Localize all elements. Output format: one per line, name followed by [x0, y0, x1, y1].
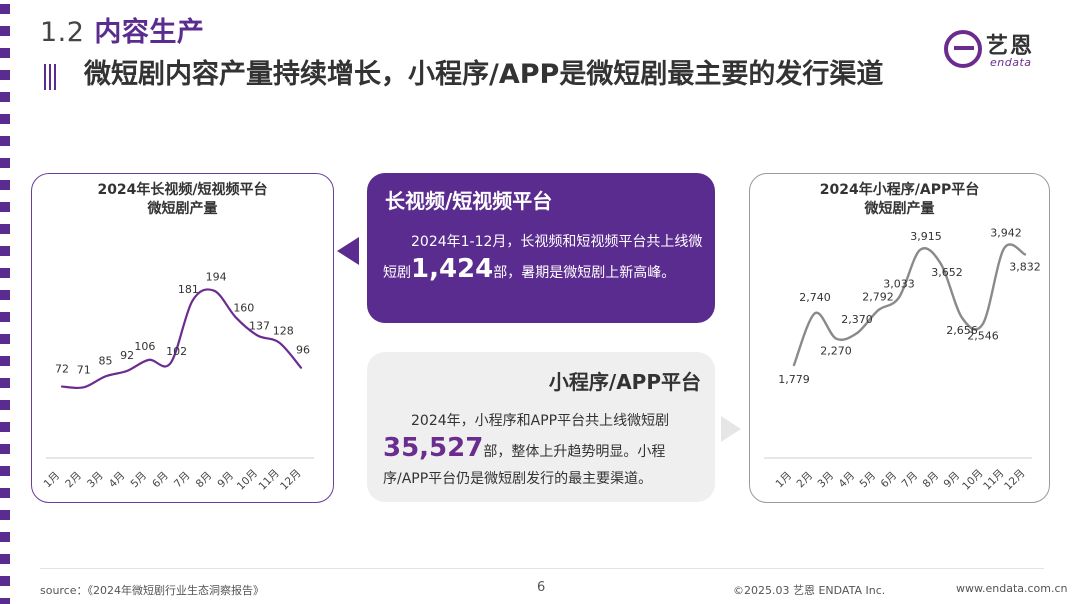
chart-title-line1: 2024年长视频/短视频平台	[97, 182, 268, 198]
miniapp-chart-card: 2024年小程序/APP平台 微短剧产量 1,779 2,740 2,270 2,37…	[749, 173, 1050, 503]
x-tick-label: 4月	[107, 470, 128, 491]
pointer-left-icon	[337, 237, 359, 265]
data-label: 2,270	[820, 345, 852, 358]
card-title: 小程序/APP平台	[548, 370, 701, 394]
page-number: 6	[537, 580, 546, 595]
card-text: 2024年1-12月，长视频和短视频平台共上线微短剧1,424部，暑期是微短剧上…	[383, 234, 703, 284]
x-tick-label: 1月	[774, 470, 795, 491]
data-label: 3,033	[883, 277, 915, 290]
data-label: 96	[296, 344, 310, 357]
data-label: 2,546	[967, 330, 999, 343]
x-tick-label: 9月	[215, 470, 236, 491]
highlight-number: 35,527	[383, 433, 484, 463]
data-label: 137	[249, 320, 270, 333]
pointer-right-icon	[721, 416, 741, 442]
data-label: 160	[233, 301, 254, 314]
data-label: 72	[55, 363, 69, 376]
highlight-number: 1,424	[411, 254, 494, 284]
series-line	[792, 243, 1027, 367]
chart-title: 2024年小程序/APP平台 微短剧产量	[750, 181, 1049, 219]
data-label: 3,832	[1009, 260, 1041, 273]
x-tick-label: 11月	[981, 467, 1006, 492]
data-label: 181	[178, 283, 199, 296]
x-tick-label: 6月	[150, 470, 171, 491]
data-label: 194	[206, 271, 227, 284]
miniapp-summary-card: 小程序/APP平台 2024年，小程序和APP平台共上线微短剧35,527部，整…	[367, 352, 715, 502]
logo-cn-text: 艺恩	[986, 34, 1035, 59]
x-tick-label: 2月	[795, 470, 816, 491]
data-label: 3,652	[931, 266, 963, 279]
series-line	[60, 288, 303, 390]
x-tick-label: 5月	[128, 470, 149, 491]
page-headline: 微短剧内容产量持续增长，小程序/APP是微短剧最主要的发行渠道	[84, 59, 884, 90]
data-label: 128	[273, 325, 294, 338]
x-tick-label: 10月	[235, 467, 260, 492]
x-tick-label: 1月	[42, 470, 63, 491]
footer-divider	[40, 568, 1044, 569]
chart-title-line2: 微短剧产量	[147, 201, 218, 217]
x-tick-label: 3月	[85, 470, 106, 491]
chart-title-line1: 2024年小程序/APP平台	[819, 182, 980, 198]
x-tick-label: 8月	[921, 470, 942, 491]
data-label: 71	[77, 363, 91, 376]
x-tick-label: 4月	[837, 470, 858, 491]
x-tick-label: 10月	[960, 467, 985, 492]
logo-en-text: endata	[990, 56, 1032, 69]
data-label: 106	[134, 340, 155, 353]
x-tick-label: 6月	[879, 470, 900, 491]
footer-website: www.endata.com.cn	[956, 582, 1068, 595]
x-tick-label: 5月	[858, 470, 879, 491]
data-label: 2,370	[841, 313, 873, 326]
footer-copyright: ©2025.03 艺恩 ENDATA Inc.	[733, 584, 886, 597]
card-title: 长视频/短视频平台	[385, 189, 553, 213]
x-tick-label: 12月	[278, 467, 303, 492]
x-tick-label: 3月	[816, 470, 837, 491]
data-label: 102	[166, 345, 187, 358]
section-title: 1.2 内容生产	[40, 17, 205, 48]
data-label: 3,915	[910, 230, 942, 243]
x-tick-label: 7月	[172, 470, 193, 491]
data-label: 2,792	[862, 290, 894, 303]
chart-title-line2: 微短剧产量	[864, 201, 935, 217]
heading-marker-icon	[44, 64, 58, 90]
data-label: 3,942	[990, 227, 1022, 240]
long-short-video-chart-card: 2024年长视频/短视频平台 微短剧产量 72 71 85 92 106 102 181 19…	[31, 173, 334, 503]
data-label: 2,740	[799, 291, 831, 304]
data-label: 92	[120, 349, 134, 362]
endata-logo: 艺恩 endata	[944, 26, 1054, 72]
data-label: 2,656	[946, 324, 978, 337]
x-tick-label: 8月	[194, 470, 215, 491]
data-label: 85	[98, 354, 112, 367]
footer-source: source：《2024年微短剧行业生态洞察报告》	[40, 584, 265, 597]
left-decorative-bar	[0, 0, 12, 604]
x-tick-label: 11月	[256, 467, 281, 492]
x-tick-label: 2月	[63, 470, 84, 491]
x-tick-label: 7月	[900, 470, 921, 491]
chart-title: 2024年长视频/短视频平台 微短剧产量	[32, 181, 333, 219]
x-tick-label: 9月	[942, 470, 963, 491]
data-label: 1,779	[778, 373, 810, 386]
long-short-video-summary-card: 长视频/短视频平台 2024年1-12月，长视频和短视频平台共上线微短剧1,42…	[367, 173, 715, 323]
card-text: 2024年，小程序和APP平台共上线微短剧35,527部，整体上升趋势明显。小程…	[383, 413, 670, 487]
x-tick-label: 12月	[1002, 467, 1027, 492]
endata-logo-icon	[944, 30, 982, 68]
